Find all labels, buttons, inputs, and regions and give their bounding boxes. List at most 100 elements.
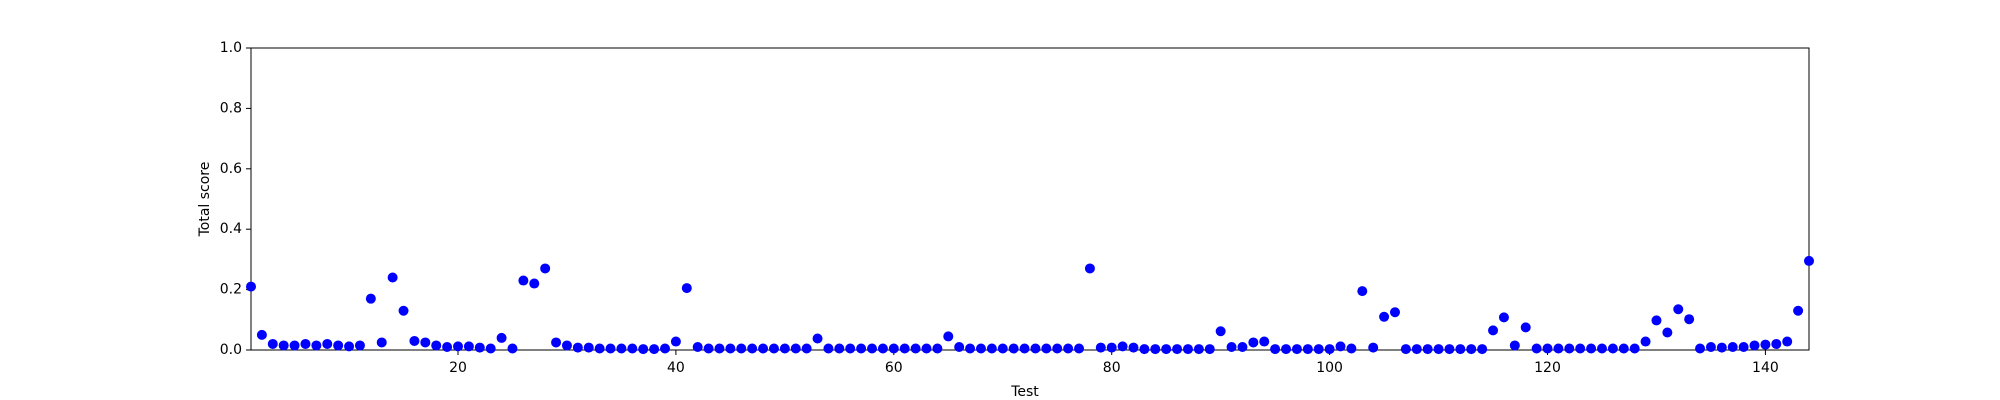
point [1215, 326, 1226, 337]
point [1106, 342, 1117, 353]
point [1564, 343, 1575, 354]
point [965, 343, 976, 354]
point [1182, 344, 1193, 355]
point [420, 337, 431, 348]
point [660, 343, 671, 354]
point [256, 329, 267, 340]
point [1063, 343, 1074, 354]
y-tick-label: 0.2 [220, 282, 242, 298]
point [725, 343, 736, 354]
point [1498, 312, 1509, 323]
point [1531, 343, 1542, 354]
point [627, 343, 638, 354]
point [507, 343, 518, 354]
point [453, 341, 464, 352]
point [409, 335, 420, 346]
point [1150, 344, 1161, 355]
x-tick-label: 100 [1316, 360, 1343, 376]
point [1324, 344, 1335, 355]
point [300, 338, 311, 349]
point [1335, 341, 1346, 352]
point [376, 337, 387, 348]
point [572, 342, 583, 353]
point [1302, 344, 1313, 355]
point [986, 343, 997, 354]
point [442, 341, 453, 352]
point [1477, 344, 1488, 355]
point [638, 344, 649, 355]
point [943, 331, 954, 342]
point [1520, 322, 1531, 333]
point [779, 343, 790, 354]
y-axis-label: Total score [197, 162, 213, 238]
point [1738, 341, 1749, 352]
point [845, 343, 856, 354]
point [1019, 343, 1030, 354]
point [1270, 344, 1281, 355]
point [463, 341, 474, 352]
point [1259, 336, 1270, 347]
point [518, 275, 529, 286]
point [1662, 327, 1673, 338]
point [1509, 340, 1520, 351]
point [1575, 343, 1586, 354]
point [747, 343, 758, 354]
point [1771, 338, 1782, 349]
point [1346, 343, 1357, 354]
point [1379, 311, 1390, 322]
x-tick-label: 20 [449, 360, 467, 376]
point [1139, 344, 1150, 355]
point [1291, 344, 1302, 355]
point [714, 343, 725, 354]
point [997, 343, 1008, 354]
x-tick-label: 80 [1103, 360, 1121, 376]
point [758, 343, 769, 354]
point [670, 336, 681, 347]
point [1193, 344, 1204, 355]
point [1400, 344, 1411, 355]
point [1161, 344, 1172, 355]
point [1695, 343, 1706, 354]
point [1782, 336, 1793, 347]
plot-frame [250, 47, 1810, 351]
point [921, 343, 932, 354]
point [1684, 314, 1695, 325]
point [867, 343, 878, 354]
point [1117, 341, 1128, 352]
y-tick-label: 0.8 [220, 100, 242, 116]
point [344, 341, 355, 352]
point [975, 343, 986, 354]
point [1172, 344, 1183, 355]
y-tick-label: 0.6 [220, 161, 242, 177]
point [1793, 305, 1804, 316]
point [692, 341, 703, 352]
point [877, 343, 888, 354]
point [551, 337, 562, 348]
point [1749, 340, 1760, 351]
point [1433, 344, 1444, 355]
point [398, 305, 409, 316]
point [649, 344, 660, 355]
point [834, 343, 845, 354]
point [311, 340, 322, 351]
x-tick-label: 120 [1534, 360, 1561, 376]
y-tick-label: 1.0 [220, 40, 242, 56]
point [768, 343, 779, 354]
point [474, 342, 485, 353]
point [1041, 343, 1052, 354]
point [1030, 343, 1041, 354]
point [529, 278, 540, 289]
point [1618, 343, 1629, 354]
point [1128, 342, 1139, 353]
point [1052, 343, 1063, 354]
point [1226, 341, 1237, 352]
point [246, 281, 256, 292]
point [1542, 343, 1553, 354]
point [1760, 339, 1771, 350]
point [322, 338, 333, 349]
point [1444, 344, 1455, 355]
point [932, 343, 943, 354]
point [278, 340, 289, 351]
point [1095, 342, 1106, 353]
